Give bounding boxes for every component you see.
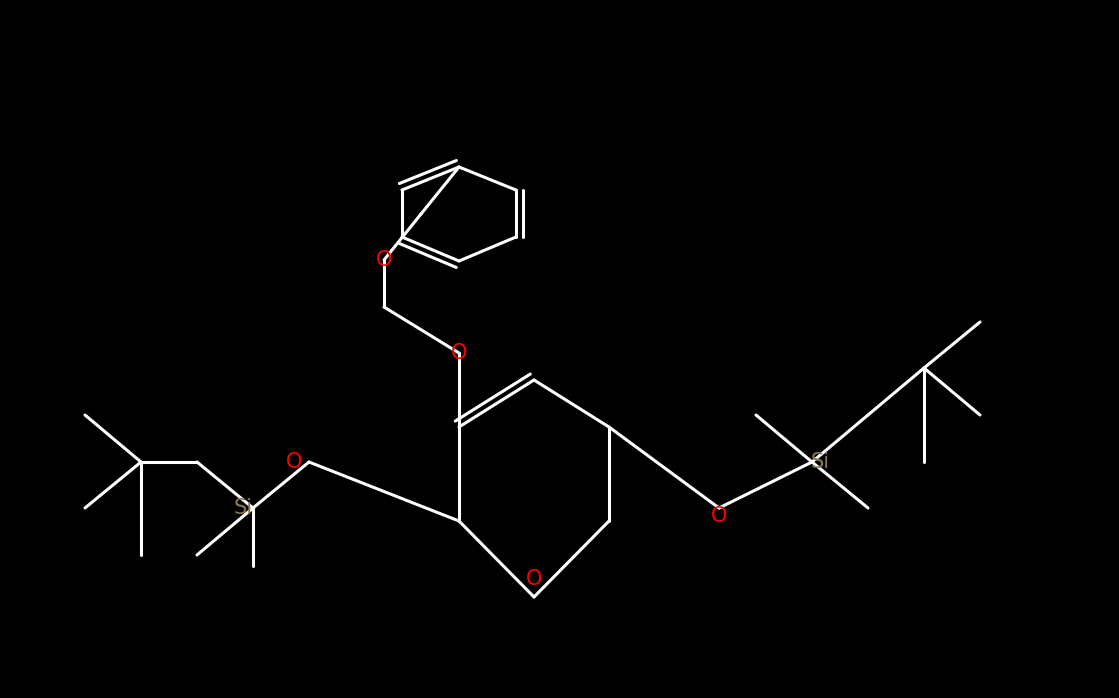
- Text: Si: Si: [810, 452, 829, 472]
- Text: O: O: [451, 343, 468, 363]
- Text: O: O: [376, 250, 392, 270]
- Text: O: O: [285, 452, 302, 472]
- Text: O: O: [711, 506, 727, 526]
- Text: Si: Si: [234, 498, 253, 518]
- Text: O: O: [526, 569, 543, 589]
